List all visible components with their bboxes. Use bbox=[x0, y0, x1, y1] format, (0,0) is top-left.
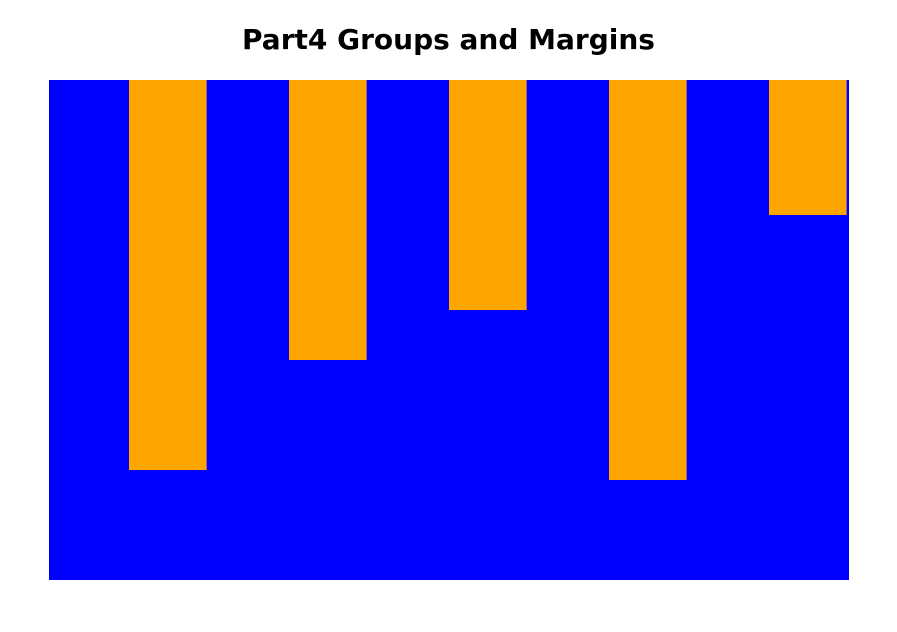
bar-chart bbox=[49, 80, 849, 580]
bar-1 bbox=[129, 80, 207, 470]
bar-5 bbox=[769, 80, 847, 215]
bar-2 bbox=[289, 80, 367, 360]
bar-3 bbox=[449, 80, 527, 310]
bar-4 bbox=[609, 80, 687, 480]
bar-group bbox=[129, 80, 847, 480]
chart-title: Part4 Groups and Margins bbox=[242, 23, 655, 56]
